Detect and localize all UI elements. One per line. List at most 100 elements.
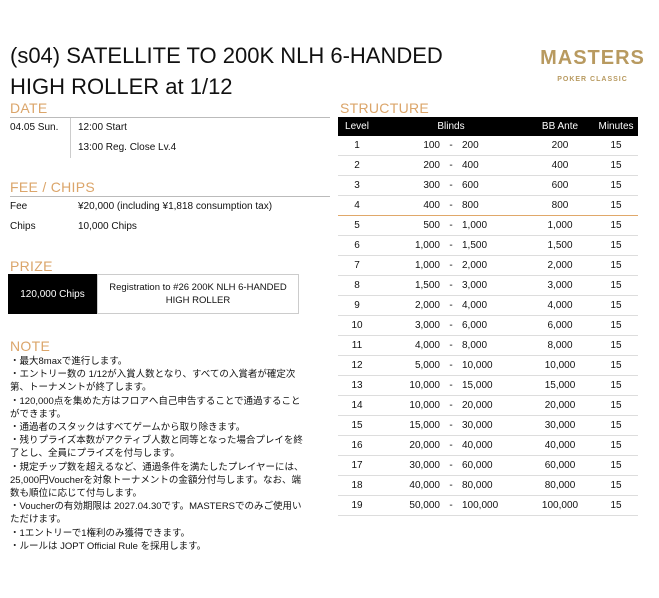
note-item: ・Voucherの有効期限は 2027.04.30です。MASTERSでのみご使… <box>10 501 302 526</box>
minutes-cell: 15 <box>594 215 638 236</box>
blinds-cell: 50,000-100,000 <box>376 495 526 516</box>
big-blind: 20,000 <box>462 400 493 411</box>
blinds-cell: 15,000-30,000 <box>376 415 526 436</box>
small-blind: 1,500 <box>414 280 440 291</box>
small-blind: 20,000 <box>409 440 440 451</box>
level-cell: 7 <box>338 255 376 276</box>
ante-cell: 400 <box>526 155 594 176</box>
minutes-cell: 15 <box>594 475 638 496</box>
blinds-cell: 5,000-10,000 <box>376 355 526 376</box>
ante-cell: 10,000 <box>526 355 594 376</box>
level-cell: 15 <box>338 415 376 436</box>
level-cell: 5 <box>338 215 376 236</box>
ante-cell: 600 <box>526 175 594 196</box>
big-blind: 4,000 <box>462 300 488 311</box>
level-cell: 13 <box>338 375 376 396</box>
table-row: 15 15,000-30,000 30,000 15 <box>338 415 638 436</box>
fee-value: ¥20,000 (including ¥1,818 consumption ta… <box>78 201 273 212</box>
structure-heading: STRUCTURE <box>340 100 430 116</box>
big-blind: 3,000 <box>462 280 488 291</box>
big-blind: 1,000 <box>462 220 488 231</box>
small-blind: 5,000 <box>414 360 440 371</box>
level-cell: 14 <box>338 395 376 416</box>
blinds-cell: 100-200 <box>376 136 526 156</box>
ante-cell: 800 <box>526 195 594 216</box>
col-minutes: Minutes <box>594 117 638 136</box>
chips-value: 10,000 Chips <box>78 221 137 232</box>
small-blind: 15,000 <box>409 420 440 431</box>
minutes-cell: 15 <box>594 455 638 476</box>
ante-cell: 3,000 <box>526 275 594 296</box>
note-item: ・ルールは JOPT Official Rule を採用します。 <box>10 540 207 552</box>
minutes-cell: 15 <box>594 315 638 336</box>
big-blind: 30,000 <box>462 420 493 431</box>
blinds-cell: 40,000-80,000 <box>376 475 526 496</box>
ante-cell: 4,000 <box>526 295 594 316</box>
minutes-cell: 15 <box>594 275 638 296</box>
table-row: 19 50,000-100,000 100,000 15 <box>338 495 638 516</box>
table-row: 10 3,000-6,000 6,000 15 <box>338 315 638 336</box>
small-blind: 10,000 <box>409 380 440 391</box>
minutes-cell: 15 <box>594 235 638 256</box>
col-level: Level <box>338 117 376 136</box>
table-row: 13 10,000-15,000 15,000 15 <box>338 375 638 396</box>
big-blind: 100,000 <box>462 500 499 511</box>
minutes-cell: 15 <box>594 136 638 156</box>
minutes-cell: 15 <box>594 295 638 316</box>
table-row: 18 40,000-80,000 80,000 15 <box>338 475 638 496</box>
note-item: ・120,000点を集めた方はフロアへ自己申告することで通過することができます。 <box>10 395 301 420</box>
table-row: 5 500-1,000 1,000 15 <box>338 215 638 236</box>
small-blind: 100 <box>423 140 440 151</box>
table-row: 2 200-400 400 15 <box>338 155 638 176</box>
blinds-cell: 1,000-1,500 <box>376 235 526 256</box>
structure-table: Level Blinds BB Ante Minutes 1 100-200 200… <box>338 117 638 516</box>
ante-cell: 200 <box>526 136 594 156</box>
fee-heading: FEE / CHIPS <box>10 179 95 195</box>
table-row: 17 30,000-60,000 60,000 15 <box>338 455 638 476</box>
small-blind: 500 <box>423 220 440 231</box>
big-blind: 80,000 <box>462 480 493 491</box>
small-blind: 10,000 <box>409 400 440 411</box>
minutes-cell: 15 <box>594 335 638 356</box>
big-blind: 10,000 <box>462 360 493 371</box>
date-close: 13:00 Reg. Close Lv.4 <box>78 142 177 153</box>
ante-cell: 60,000 <box>526 455 594 476</box>
level-cell: 11 <box>338 335 376 356</box>
ante-cell: 1,000 <box>526 215 594 236</box>
small-blind: 2,000 <box>414 300 440 311</box>
small-blind: 50,000 <box>409 500 440 511</box>
blinds-cell: 4,000-8,000 <box>376 335 526 356</box>
big-blind: 60,000 <box>462 460 493 471</box>
table-row: 12 5,000-10,000 10,000 15 <box>338 355 638 376</box>
level-cell: 3 <box>338 175 376 196</box>
divider <box>10 117 330 118</box>
small-blind: 200 <box>423 160 440 171</box>
small-blind: 4,000 <box>414 340 440 351</box>
logo: MASTERS <box>540 47 645 69</box>
blinds-cell: 1,500-3,000 <box>376 275 526 296</box>
fee-label: Fee <box>10 201 28 212</box>
ante-cell: 8,000 <box>526 335 594 356</box>
big-blind: 400 <box>462 160 479 171</box>
note-item: ・エントリー数の 1/12が入賞人数となり、すべての入賞者が確定次第、トーナメン… <box>10 369 296 394</box>
small-blind: 40,000 <box>409 480 440 491</box>
date-heading: DATE <box>10 100 48 116</box>
minutes-cell: 15 <box>594 195 638 216</box>
minutes-cell: 15 <box>594 395 638 416</box>
blinds-cell: 1,000-2,000 <box>376 255 526 276</box>
col-blinds: Blinds <box>376 117 526 136</box>
blinds-cell: 10,000-20,000 <box>376 395 526 416</box>
level-cell: 2 <box>338 155 376 176</box>
table-row: 8 1,500-3,000 3,000 15 <box>338 275 638 296</box>
minutes-cell: 15 <box>594 495 638 516</box>
blinds-cell: 20,000-40,000 <box>376 435 526 456</box>
blinds-cell: 3,000-6,000 <box>376 315 526 336</box>
minutes-cell: 15 <box>594 435 638 456</box>
table-row: 1 100-200 200 15 <box>338 136 638 156</box>
table-row: 9 2,000-4,000 4,000 15 <box>338 295 638 316</box>
level-cell: 6 <box>338 235 376 256</box>
small-blind: 400 <box>423 200 440 211</box>
blinds-cell: 200-400 <box>376 155 526 176</box>
small-blind: 1,000 <box>414 260 440 271</box>
table-row: 7 1,000-2,000 2,000 15 <box>338 255 638 276</box>
